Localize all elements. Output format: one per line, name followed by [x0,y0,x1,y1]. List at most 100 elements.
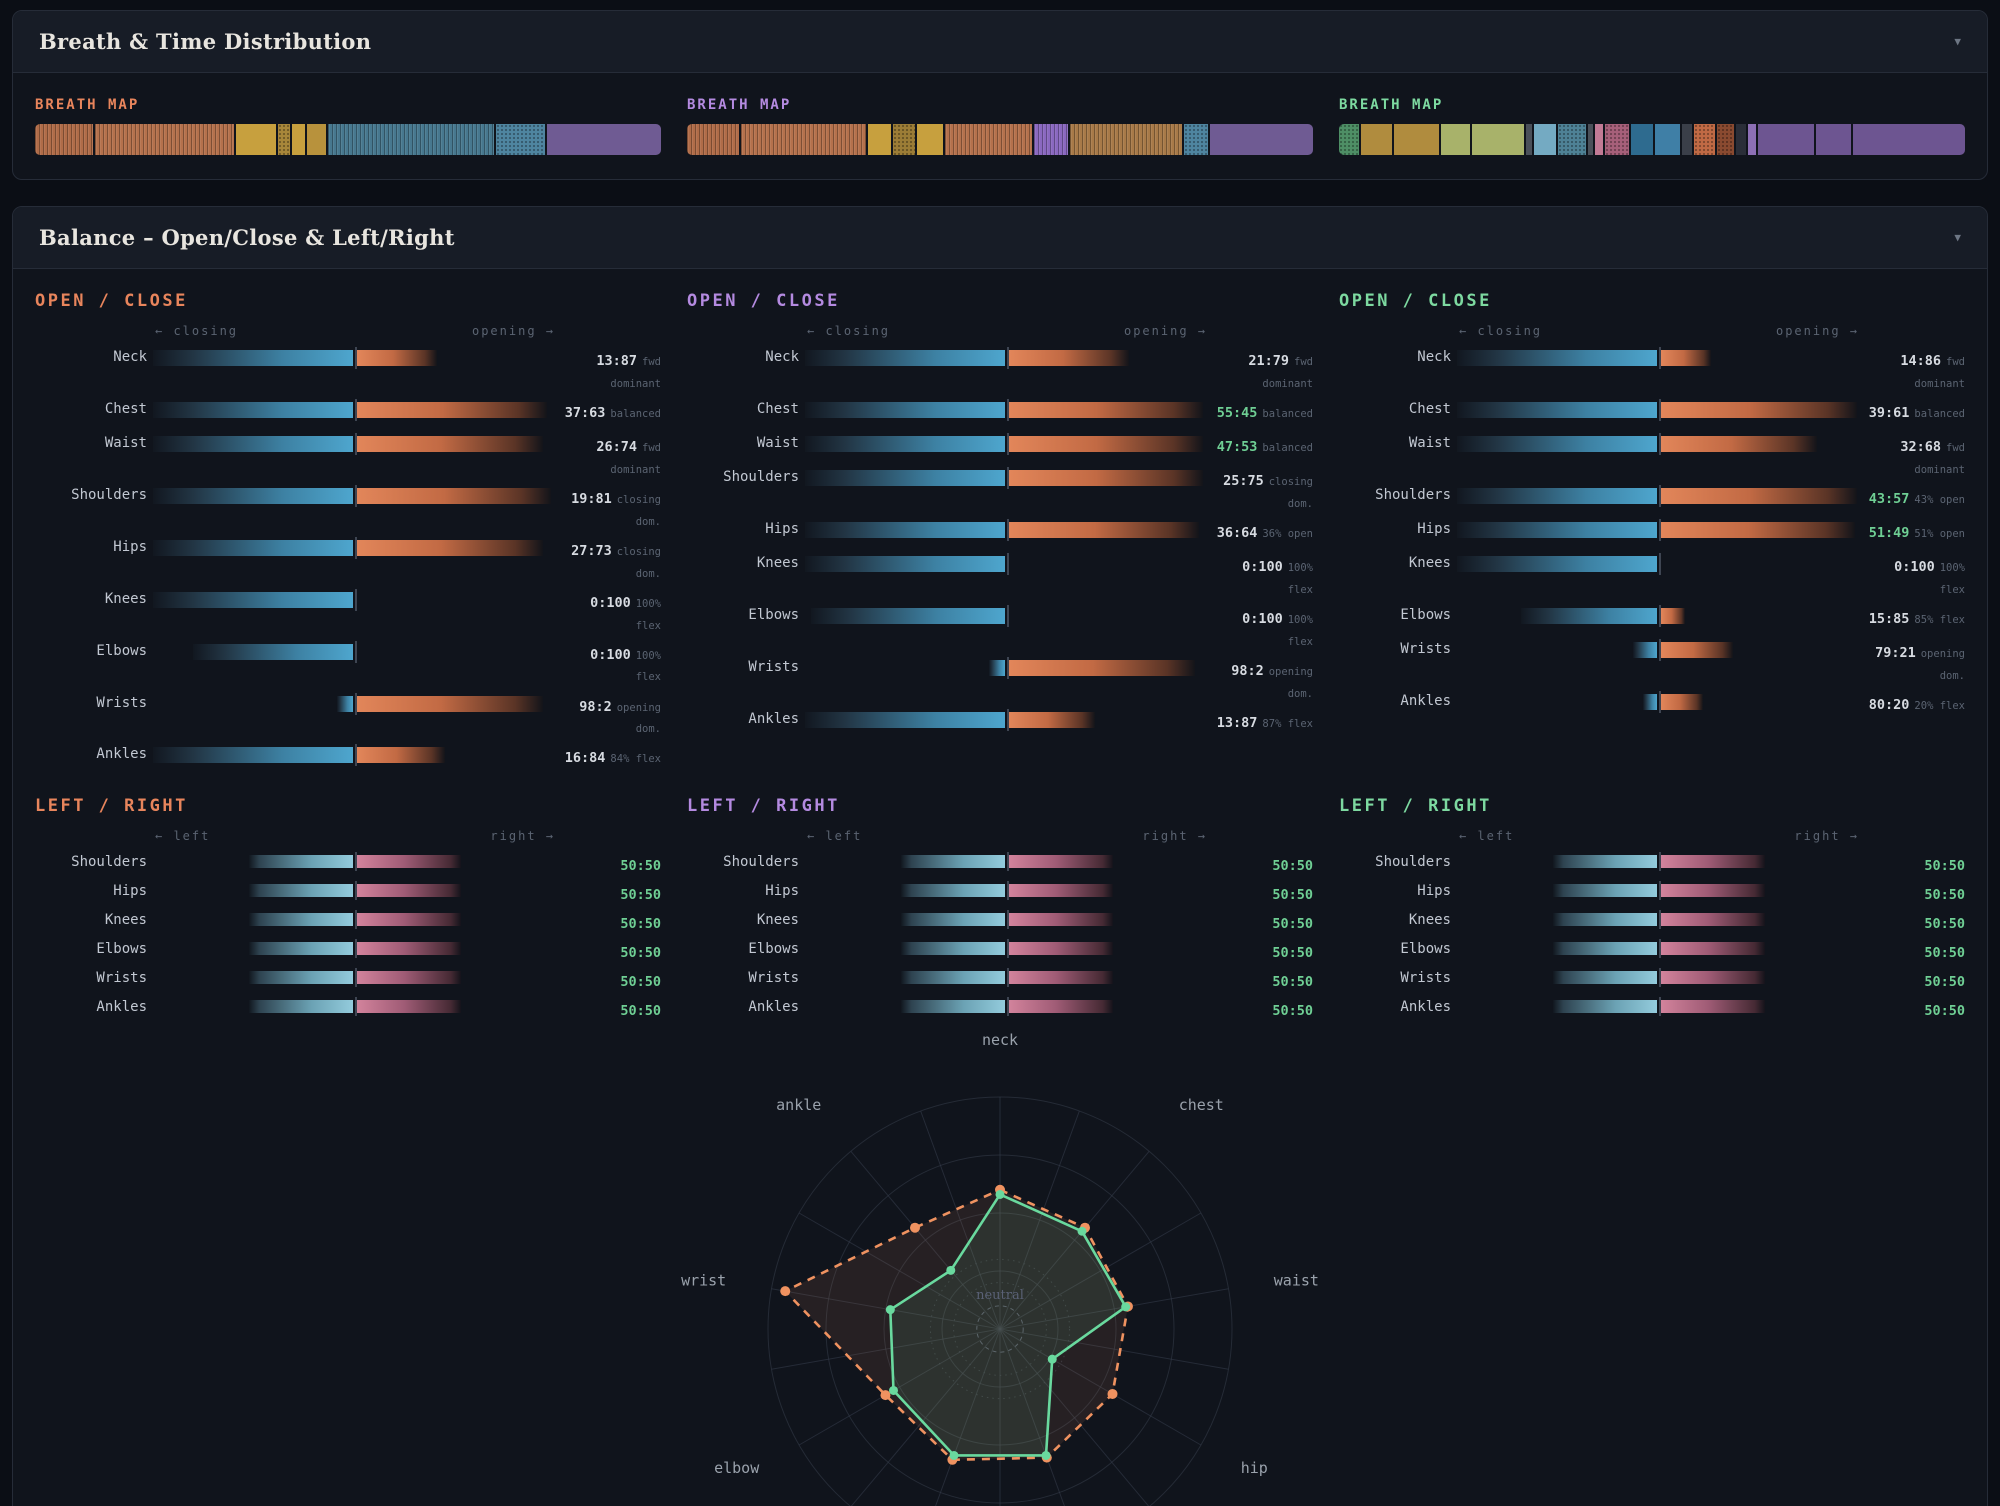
ratio-value: 25:75 closing dom. [1215,469,1313,512]
ratio-caption: opening dom. [616,701,661,736]
radar-axis-label: ankle [776,1096,821,1114]
ratio-value: 0:100 100% flex [1867,555,1965,598]
axis-spacer [687,324,799,338]
strip-segment [277,124,291,155]
ratio-value: 14:86 fwd dominant [1867,349,1965,392]
strip-segment [945,124,1033,155]
center-divider [1659,484,1661,507]
open-close-row: Waist 47:53 balanced [687,432,1313,462]
radar-center-label: neutral [976,1288,1024,1303]
radar-neutral-ring [976,1305,1024,1354]
strip-segment [892,124,915,155]
bar-track [807,996,1207,1016]
radar-axis-label: neck [982,1033,1018,1049]
bar-track [153,432,555,455]
ratio-caption: fwd dominant [610,356,661,390]
ratio-value: 39:61 balanced [1867,401,1965,423]
strip-segment [1716,124,1734,155]
center-divider [1659,552,1661,575]
open-close-heading: OPEN / CLOSE [687,291,840,311]
radar-section: neckchestwaisthipshoulderkneeelbowwrista… [13,1033,1987,1506]
bar-track [155,938,555,958]
ratio-value: 51:49 51% open [1867,521,1965,543]
ratio-caption: closing dom. [616,493,661,528]
bar-track [805,466,1207,489]
breath-map-2: BREATH MAP [687,97,1313,155]
left-bar [901,913,1005,927]
radar-point-orange-dashed [1107,1389,1118,1400]
strip-segment [1587,124,1594,155]
open-close-row: Shoulders 25:75 closing dom. [687,466,1313,514]
bar-track [805,432,1207,455]
bar-track [807,938,1207,958]
strip-segment [307,124,327,155]
bar-track [805,708,1207,731]
axis-right-label: right → [1794,829,1859,844]
closing-bar [153,401,353,418]
left-bar [249,941,353,955]
center-divider [1007,347,1009,369]
joint-label: Chest [104,400,147,417]
joint-label: Neck [113,349,147,365]
ratio-number: 50:50 [1272,1002,1313,1019]
open-close-row: Neck 14:86 fwd dominant [1339,347,1965,394]
breath-time-panel: Breath & Time Distribution ▼ BREATH MAP B… [12,10,1988,180]
ratio-number: 50:50 [1272,944,1313,961]
left-bar [1553,941,1657,955]
center-divider [355,640,357,663]
axis-left-label: ← closing [155,324,239,338]
bar-track [805,518,1207,541]
ratio-number: 50:50 [1924,916,1965,933]
left-right-row: Knees 50:50 [1339,910,1965,936]
ratio-value: 13:87 fwd dominant [563,349,661,392]
joint-label: Wrists [96,969,147,986]
ratio-value: 79:21 opening dom. [1867,641,1965,684]
collapse-caret-icon[interactable]: ▼ [1954,231,1961,244]
right-bar [1009,913,1113,927]
open-close-row: Shoulders 43:57 43% open [1339,484,1965,514]
strip-segment [1682,124,1693,155]
axis-labels: ← left right → [1339,829,1965,843]
right-bar [357,913,461,927]
joint-label: Wrists [748,969,799,986]
ratio-caption: 87% flex [1262,717,1313,730]
ratio-number: 50:50 [1272,858,1313,875]
opening-bar [1009,521,1199,538]
axis-labels: ← closing opening → [35,324,661,338]
strip-segment [1441,124,1470,155]
open-close-row: Ankles 80:20 20% flex [1339,690,1965,720]
center-divider [1659,967,1661,987]
ratio-number: 21:79 [1248,353,1290,369]
axis-right-label: opening → [1123,324,1207,338]
center-divider [355,432,357,455]
left-right-row: Hips 50:50 [1339,881,1965,907]
joint-label: Hips [765,520,799,537]
strip-segment [1525,124,1532,155]
ratio-value: 0:100 100% flex [563,643,661,686]
bar-track [153,347,555,369]
bar-track [805,347,1207,369]
closing-bar [805,435,1005,452]
center-divider [1007,708,1009,731]
open-close-row: Knees 0:100 100% flex [1339,552,1965,600]
right-bar [1009,855,1113,869]
opening-bar [1009,401,1203,418]
left-right-grid: LEFT / RIGHT ← left right → Shoulders 50:50 H… [13,796,1987,1025]
center-divider [1007,656,1009,679]
center-divider [355,347,357,369]
ratio-value: 43:57 43% open [1867,487,1965,509]
axis-labels: ← left right → [687,829,1313,843]
joint-label: Ankles [1400,692,1451,709]
strip-segment [1360,124,1392,155]
ratio-caption: 84% flex [610,753,661,766]
axis-left-label: ← left [807,829,863,844]
collapse-caret-icon[interactable]: ▼ [1954,35,1961,48]
left-right-row: Hips 50:50 [35,881,661,907]
bar-track [153,484,555,507]
left-right-heading: LEFT / RIGHT [1339,796,1492,817]
ratio-caption: 100% flex [1287,613,1313,648]
ratio-value: 36:64 36% open [1215,521,1313,543]
ratio-caption: fwd dominant [1914,356,1965,390]
right-bar [1661,884,1765,898]
ratio-number: 13:87 [596,353,638,369]
